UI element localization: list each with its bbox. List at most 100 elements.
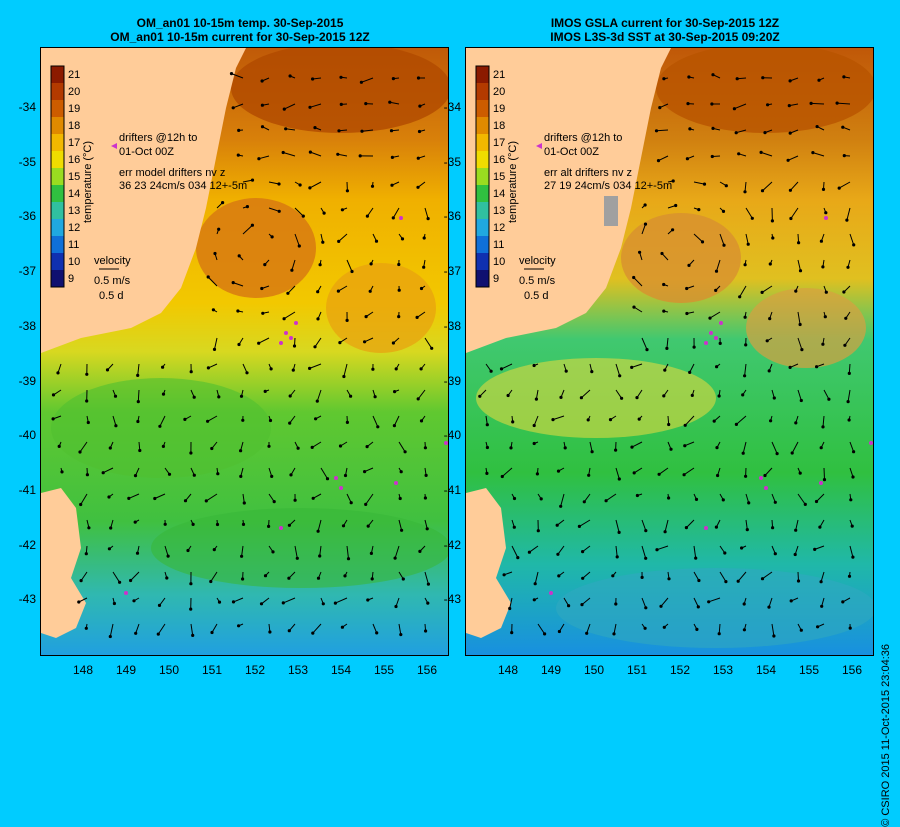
velocity-arrow-head xyxy=(503,573,506,576)
colorbar-tick-label: 18 xyxy=(493,120,505,132)
left-title-line1: OM_an01 10-15m temp. 30-Sep-2015 xyxy=(30,16,450,30)
velocity-speed: 0.5 m/s xyxy=(519,275,556,287)
velocity-arrow-head xyxy=(761,577,764,580)
x-tick-label: 149 xyxy=(536,663,566,677)
velocity-arrow-head xyxy=(533,364,536,367)
velocity-arrow-head xyxy=(346,189,349,192)
velocity-arrow-head xyxy=(797,579,800,582)
velocity-arrow-head xyxy=(418,130,421,133)
velocity-arrow-head xyxy=(844,317,847,320)
velocity-arrow-head xyxy=(683,473,686,476)
velocity-arrow-head xyxy=(851,525,854,528)
velocity-arrow-head xyxy=(695,498,698,501)
velocity-arrow-head xyxy=(375,631,378,634)
velocity-arrow-head xyxy=(715,526,718,529)
velocity-arrow-head xyxy=(316,290,319,293)
velocity-arrow-head xyxy=(205,499,208,502)
velocity-arrow-head xyxy=(161,366,164,369)
colorbar-tick-label: 10 xyxy=(493,256,505,268)
no-data-region xyxy=(604,196,618,226)
velocity-arrow-head xyxy=(213,252,216,255)
velocity-arrow-head xyxy=(347,557,350,560)
velocity-arrow-head xyxy=(56,371,59,374)
velocity-arrow-head xyxy=(711,127,714,130)
velocity-arrow-head xyxy=(769,419,772,422)
velocity-arrow-head xyxy=(715,365,718,368)
velocity-arrow-head xyxy=(612,632,615,635)
velocity-arrow-head xyxy=(207,275,210,278)
velocity-arrow-head xyxy=(212,308,215,311)
velocity-arrow-head xyxy=(645,348,648,351)
colorbar-tick-label: 16 xyxy=(68,154,80,166)
velocity-arrow-head xyxy=(237,129,240,132)
velocity-arrow-head xyxy=(671,228,674,231)
velocity-arrow-head xyxy=(657,159,660,162)
colorbar-tick-label: 13 xyxy=(68,205,80,217)
drifters-label-1: drifters @12h to xyxy=(544,132,622,144)
colorbar-swatch xyxy=(51,202,64,219)
velocity-arrow-head xyxy=(106,368,109,371)
velocity-arrow-head xyxy=(367,525,370,528)
velocity-arrow-head xyxy=(422,266,425,269)
error-label-2: 36 23 24cm/s 034 12+-5m xyxy=(119,180,247,192)
velocity-arrow-head xyxy=(533,442,536,445)
velocity-arrow-head xyxy=(423,236,426,239)
velocity-arrow-head xyxy=(189,582,192,585)
velocity-arrow-head xyxy=(239,475,242,478)
velocity-arrow-head xyxy=(789,132,792,135)
velocity-arrow-head xyxy=(168,473,171,476)
colorbar-tick-label: 19 xyxy=(493,103,505,115)
velocity-arrow-head xyxy=(590,370,593,373)
velocity-arrow-head xyxy=(193,396,196,399)
velocity-arrow-head xyxy=(267,445,270,448)
warm-tongue xyxy=(476,358,716,438)
velocity-arrow-head xyxy=(102,471,105,474)
velocity-arrow-head xyxy=(799,323,802,326)
velocity-arrow-head xyxy=(722,210,725,213)
velocity-arrow-head xyxy=(695,628,698,631)
x-tick-label: 154 xyxy=(751,663,781,677)
velocity-arrow-head xyxy=(311,632,314,635)
warm-eddy xyxy=(621,213,741,303)
velocity-arrow-head xyxy=(743,190,746,193)
velocity-arrow-head xyxy=(533,598,536,601)
velocity-arrow-head xyxy=(296,557,299,560)
velocity-arrow-head xyxy=(722,244,725,247)
velocity-arrow-head xyxy=(267,525,270,528)
velocity-arrow-head xyxy=(374,395,377,398)
velocity-arrow-head xyxy=(838,187,841,190)
velocity-arrow-head xyxy=(153,497,156,500)
velocity-arrow-head xyxy=(238,254,241,257)
velocity-arrow-head xyxy=(789,79,792,82)
velocity-arrow-head xyxy=(311,446,314,449)
velocity-arrow-head xyxy=(318,554,321,557)
velocity-arrow-head xyxy=(644,529,647,532)
y-tick-label: -36 xyxy=(2,209,36,223)
velocity-arrow-head xyxy=(288,629,291,632)
velocity-arrow-head xyxy=(339,444,342,447)
velocity-arrow-head xyxy=(371,577,374,580)
velocity-arrow-head xyxy=(820,240,823,243)
velocity-arrow-head xyxy=(388,101,391,104)
error-label-1: err model drifters nv z xyxy=(119,167,225,179)
velocity-arrow-head xyxy=(210,631,213,634)
error-label-2: 27 19 24cm/s 034 12+-5m xyxy=(544,180,672,192)
velocity-arrow-head xyxy=(685,312,688,315)
velocity-arrow-head xyxy=(282,601,285,604)
velocity-arrow-head xyxy=(399,633,402,636)
velocity-arrow-head xyxy=(557,574,560,577)
velocity-arrow-head xyxy=(744,343,747,346)
colorbar-tick-label: 18 xyxy=(68,120,80,132)
velocity-arrow-head xyxy=(319,263,322,266)
velocity-arrow-head xyxy=(761,291,764,294)
velocity-arrow-head xyxy=(723,551,726,554)
velocity-arrow-head xyxy=(500,367,503,370)
velocity-arrow-head xyxy=(776,452,779,455)
velocity-arrow-head xyxy=(290,269,293,272)
velocity-arrow-head xyxy=(270,475,273,478)
velocity-arrow-head xyxy=(841,600,844,603)
velocity-arrow-head xyxy=(162,393,165,396)
left-panel-title: OM_an01 10-15m temp. 30-Sep-2015 OM_an01… xyxy=(30,16,450,44)
colorbar-swatch xyxy=(476,270,489,287)
colorbar-swatch xyxy=(51,185,64,202)
